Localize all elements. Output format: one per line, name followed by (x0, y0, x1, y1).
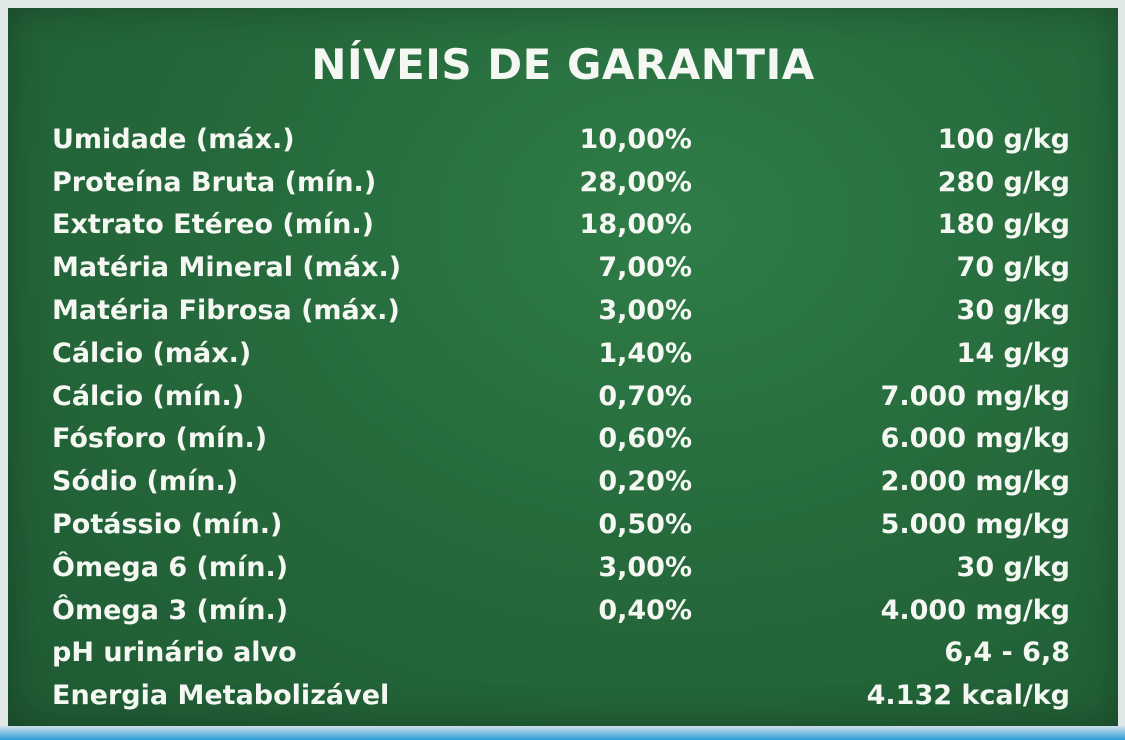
nutrient-name: Cálcio (máx.) (52, 337, 252, 369)
table-row: Ômega 3 (mín.) 0,40% 4.000 mg/kg (52, 589, 1070, 632)
nutrient-percent: 0,20% (598, 466, 692, 498)
nutrient-amount: 30 g/kg (956, 551, 1070, 583)
nutrient-percent: 0,40% (598, 594, 692, 626)
nutrient-amount: 2.000 mg/kg (880, 466, 1070, 498)
nutrient-name: pH urinário alvo (52, 637, 297, 669)
nutrient-name: Potássio (mín.) (52, 509, 283, 541)
nutrient-amount: 4.132 kcal/kg (866, 680, 1070, 712)
nutrient-amount: 30 g/kg (956, 295, 1070, 327)
table-row: Potássio (mín.) 0,50% 5.000 mg/kg (52, 503, 1070, 546)
table-row: Cálcio (mín.) 0,70% 7.000 mg/kg (52, 375, 1070, 418)
nutrient-name: Proteína Bruta (mín.) (52, 166, 377, 198)
table-row: Matéria Fibrosa (máx.) 3,00% 30 g/kg (52, 289, 1070, 332)
nutrient-percent: 7,00% (598, 252, 692, 284)
nutrient-name: Extrato Etéreo (mín.) (52, 209, 374, 241)
nutrient-percent: 0,70% (598, 380, 692, 412)
nutrient-percent: 18,00% (579, 209, 692, 241)
page-title: NÍVEIS DE GARANTIA (311, 40, 815, 89)
nutrient-percent: 28,00% (579, 166, 692, 198)
nutrient-amount: 280 g/kg (937, 166, 1070, 198)
nutrient-percent: 3,00% (598, 551, 692, 583)
nutrient-amount: 6,4 - 6,8 (944, 637, 1070, 669)
guarantee-levels-panel: NÍVEIS DE GARANTIA Umidade (máx.) 10,00%… (8, 8, 1118, 726)
nutrient-amount: 100 g/kg (937, 123, 1070, 155)
nutrient-percent: 1,40% (598, 337, 692, 369)
nutrient-name: Energia Metabolizável (52, 680, 390, 712)
nutrient-percent: 0,50% (598, 509, 692, 541)
nutrient-amount: 14 g/kg (956, 337, 1070, 369)
nutrient-amount: 5.000 mg/kg (880, 509, 1070, 541)
nutrient-amount: 7.000 mg/kg (880, 380, 1070, 412)
nutrient-name: Umidade (máx.) (52, 123, 295, 155)
nutrient-name: Cálcio (mín.) (52, 380, 245, 412)
nutrient-name: Ômega 3 (mín.) (52, 594, 289, 626)
nutrient-name: Matéria Mineral (máx.) (52, 252, 402, 284)
nutrient-percent: 3,00% (598, 295, 692, 327)
table-row: Sódio (mín.) 0,20% 2.000 mg/kg (52, 460, 1070, 503)
nutrient-name: Matéria Fibrosa (máx.) (52, 295, 400, 327)
table-row: Energia Metabolizável 4.132 kcal/kg (52, 674, 1070, 717)
table-row: pH urinário alvo 6,4 - 6,8 (52, 632, 1070, 675)
table-row: Extrato Etéreo (mín.) 18,00% 180 g/kg (52, 204, 1070, 247)
nutrient-percent (472, 632, 692, 675)
nutrient-percent (472, 674, 692, 717)
table-row: Proteína Bruta (mín.) 28,00% 280 g/kg (52, 161, 1070, 204)
table-row: Umidade (máx.) 10,00% 100 g/kg (52, 118, 1070, 161)
table-row: Cálcio (máx.) 1,40% 14 g/kg (52, 332, 1070, 375)
guarantee-levels-table: Umidade (máx.) 10,00% 100 g/kg Proteína … (52, 118, 1070, 717)
nutrient-name: Sódio (mín.) (52, 466, 239, 498)
nutrient-amount: 70 g/kg (956, 252, 1070, 284)
nutrient-amount: 4.000 mg/kg (880, 594, 1070, 626)
table-row: Ômega 6 (mín.) 3,00% 30 g/kg (52, 546, 1070, 589)
nutrient-amount: 6.000 mg/kg (880, 423, 1070, 455)
nutrient-name: Ômega 6 (mín.) (52, 551, 289, 583)
nutrient-percent: 0,60% (598, 423, 692, 455)
nutrient-amount: 180 g/kg (937, 209, 1070, 241)
nutrient-percent: 10,00% (579, 123, 692, 155)
table-row: Fósforo (mín.) 0,60% 6.000 mg/kg (52, 418, 1070, 461)
table-row: Matéria Mineral (máx.) 7,00% 70 g/kg (52, 246, 1070, 289)
bottom-color-strip (0, 726, 1125, 740)
nutrient-name: Fósforo (mín.) (52, 423, 268, 455)
